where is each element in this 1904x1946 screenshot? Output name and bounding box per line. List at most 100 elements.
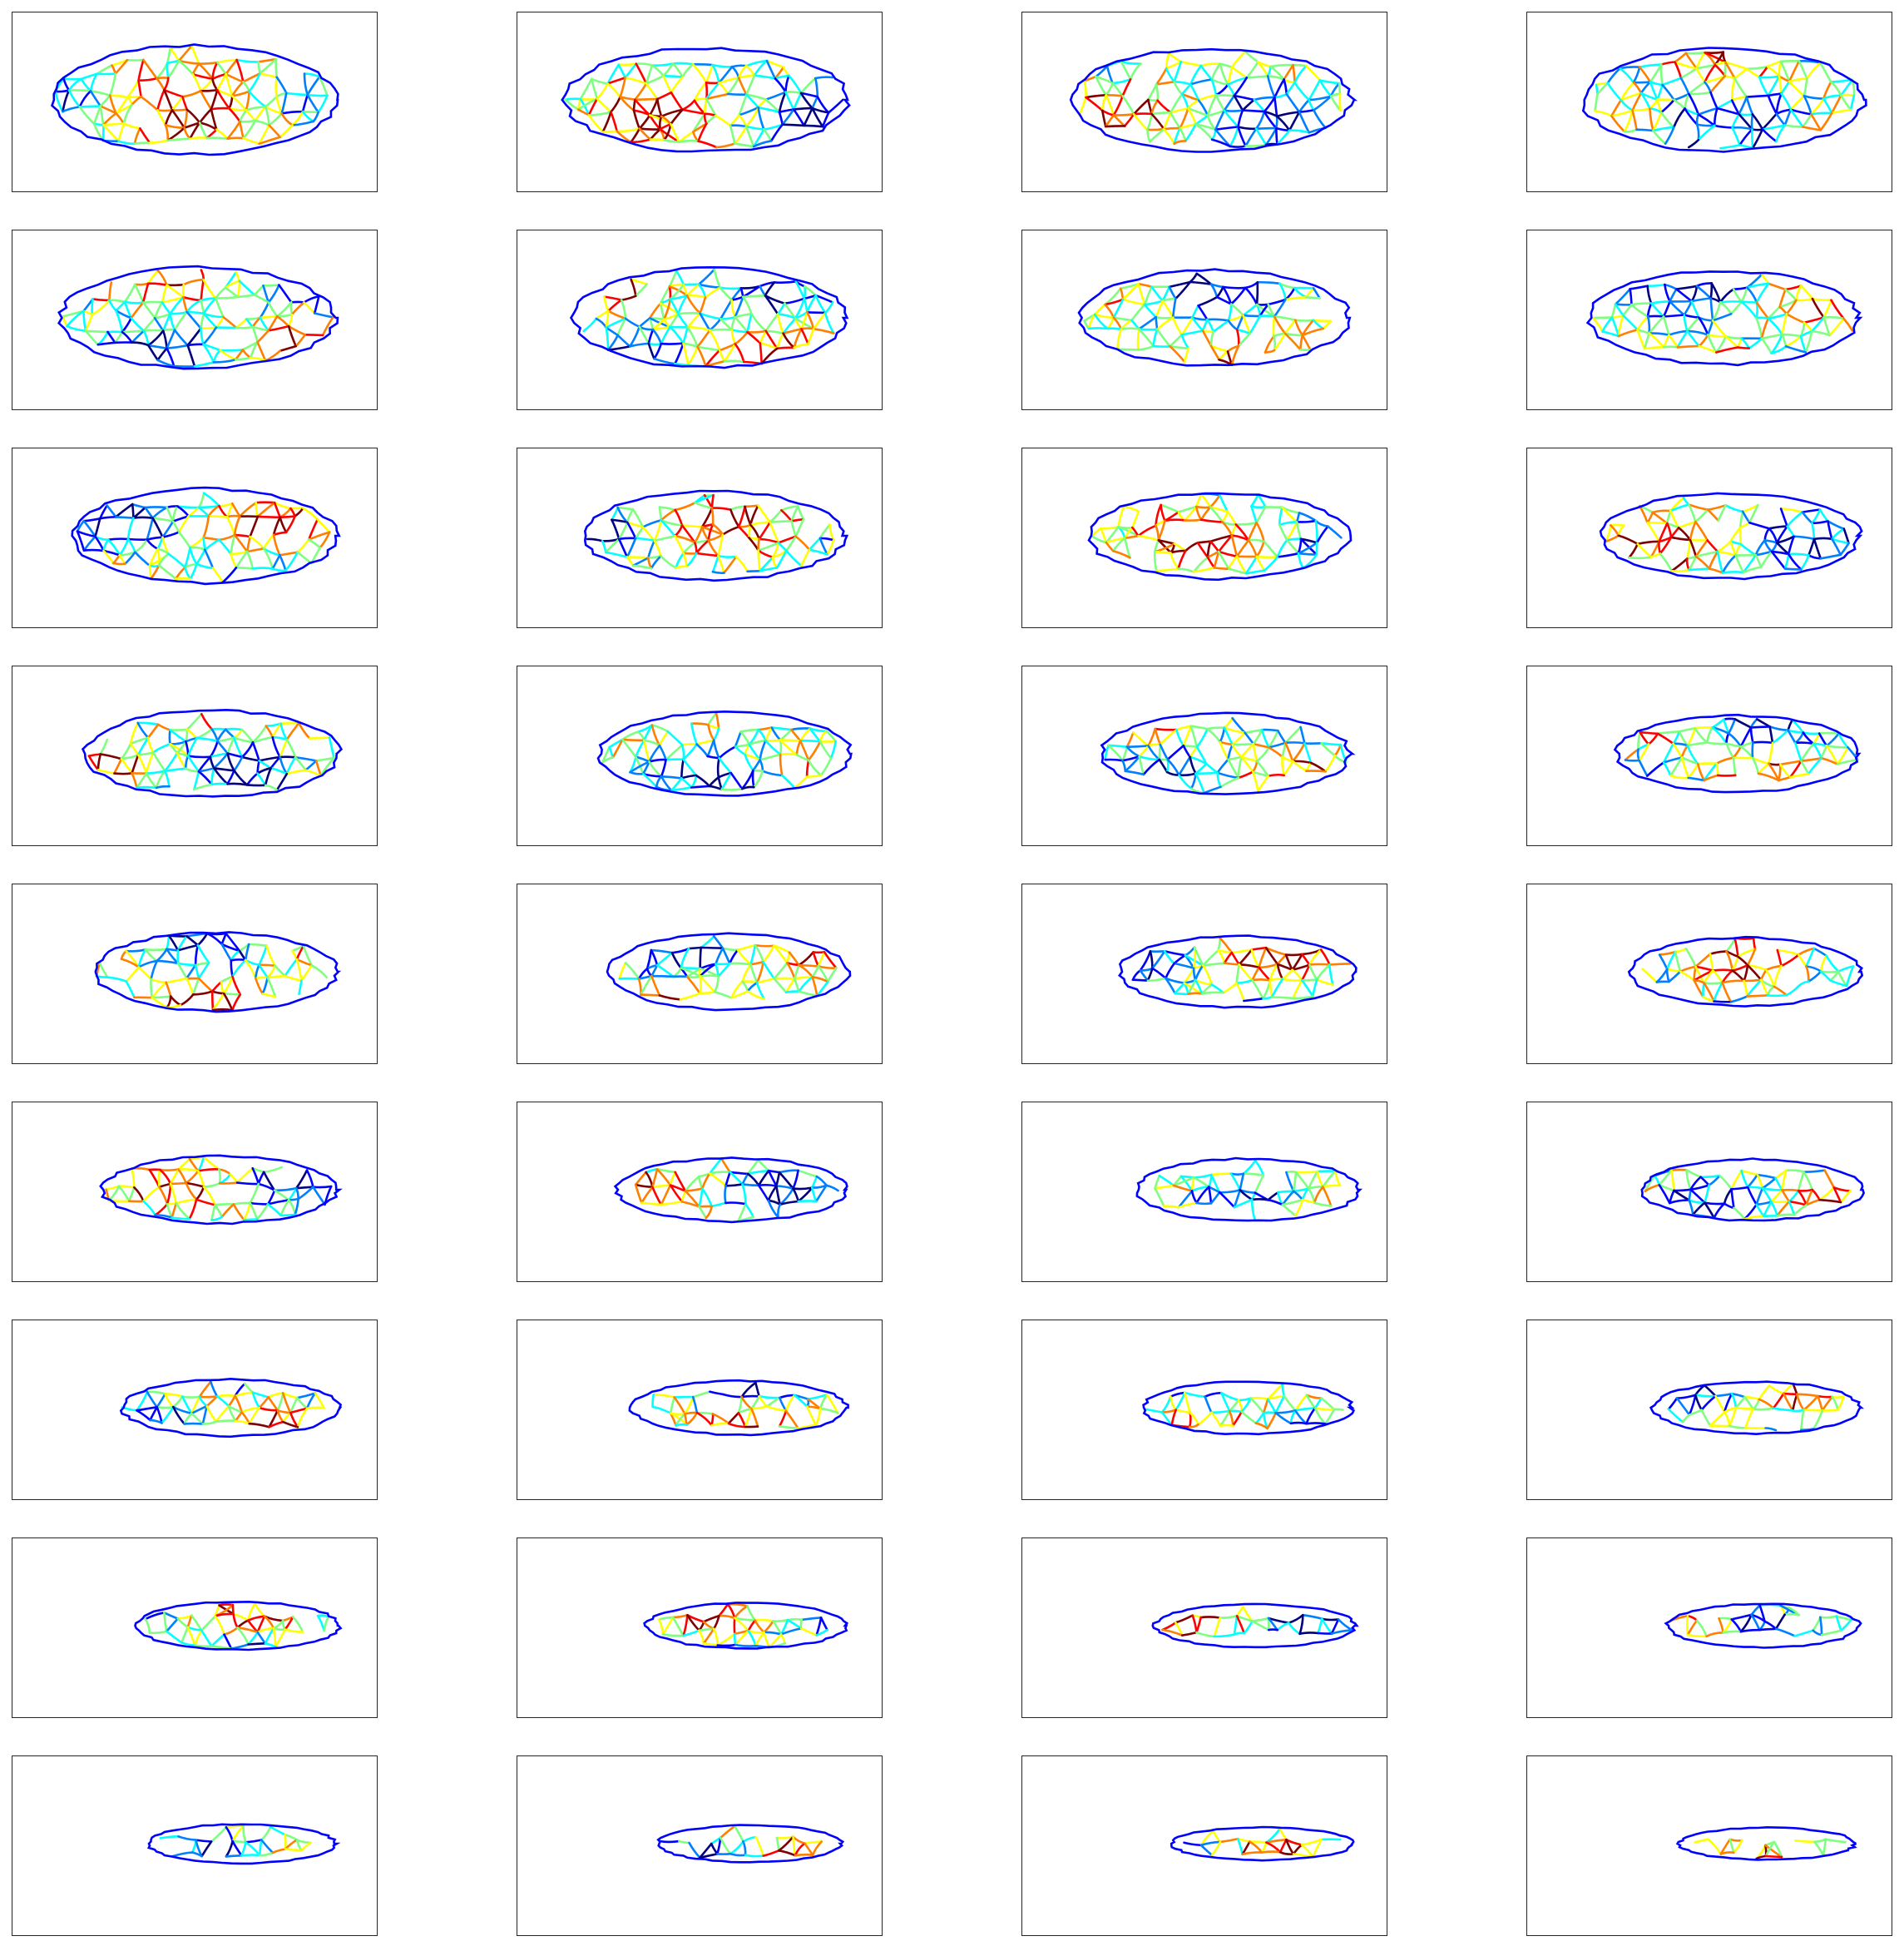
cell-edge — [806, 311, 815, 330]
cell-edge — [757, 1184, 770, 1202]
cell-edge — [113, 757, 123, 775]
cell-edge — [1669, 1199, 1690, 1205]
cell-edge — [1789, 95, 1806, 111]
cell-edge — [595, 317, 608, 329]
cell-edge — [1638, 743, 1650, 762]
cell-edge — [792, 1187, 799, 1203]
cell-edge — [1746, 963, 1763, 981]
cell-edge — [737, 77, 748, 96]
cell-edge — [1831, 537, 1842, 557]
cell-edge — [670, 76, 684, 94]
cell-edge — [752, 769, 764, 772]
cell-edge — [1087, 313, 1096, 330]
cell-edge — [1617, 314, 1625, 338]
cell-edge — [177, 1167, 200, 1172]
cell-edge — [120, 757, 133, 775]
cell-edge — [1078, 96, 1087, 117]
cell-edge — [1160, 503, 1180, 513]
cell-edge — [214, 1612, 235, 1617]
cell-edge — [280, 110, 304, 115]
cell-edge — [1227, 567, 1248, 575]
cell-edge — [114, 58, 129, 75]
cell-edge — [742, 295, 753, 315]
cell-edge — [191, 990, 214, 996]
cell-edge — [1160, 1411, 1174, 1427]
cell-edge — [1721, 981, 1733, 1003]
cell-edges — [1641, 937, 1855, 1003]
cell-edge — [1695, 123, 1700, 141]
cell-edge — [225, 728, 235, 739]
cell-edge — [812, 951, 819, 968]
cell-edge — [703, 112, 717, 117]
cell-edge — [133, 127, 141, 146]
cell-edge — [1231, 1410, 1243, 1427]
cell-edge — [740, 785, 755, 790]
cell-edge — [175, 566, 186, 580]
cell-edge — [284, 515, 296, 534]
cell-edge — [1751, 128, 1764, 131]
cell-edge — [247, 1615, 266, 1622]
cell-edge — [758, 1395, 781, 1399]
cell-edge — [779, 728, 793, 741]
cell-edge — [1830, 94, 1842, 115]
cell-edge — [121, 329, 146, 334]
cell-edge — [94, 517, 101, 538]
cell-edge — [1278, 523, 1288, 542]
cell-edge — [1797, 953, 1808, 968]
cell-edge — [1259, 303, 1269, 318]
cell-edge — [161, 301, 171, 315]
cell-edge — [156, 1405, 175, 1409]
cell-edge — [1591, 316, 1614, 319]
cell-edge — [1217, 937, 1222, 952]
cell-edge — [690, 785, 711, 789]
cell-edge — [163, 88, 174, 111]
cell-edge — [1219, 1837, 1239, 1844]
cell-edge — [699, 974, 720, 978]
cell-edge — [161, 1405, 175, 1424]
cell-edge — [1222, 285, 1233, 305]
cell-edge — [643, 739, 650, 763]
cell-edge — [123, 283, 136, 304]
cell-edge — [611, 518, 621, 541]
cell-edge — [1779, 760, 1803, 766]
cell-edge — [202, 492, 220, 508]
cell-edge — [1770, 345, 1788, 354]
cell-edge — [727, 92, 748, 97]
cell-edge — [136, 1390, 149, 1412]
cell-edges — [1694, 1838, 1847, 1860]
cell-edge — [1218, 1191, 1236, 1209]
cell-edge — [1767, 317, 1783, 336]
cell-edge — [702, 1627, 715, 1645]
cell-edge — [1278, 1827, 1288, 1841]
cell-edge — [1254, 1159, 1265, 1176]
cell-edge — [651, 1405, 672, 1414]
cell-network-panel — [517, 12, 883, 192]
cell-edge — [1754, 539, 1766, 557]
cell-edge — [1273, 315, 1287, 335]
cell-edge — [1717, 504, 1727, 522]
cell-edge — [669, 1184, 684, 1203]
cell-edge — [744, 504, 759, 508]
cell-network-plot — [1142, 1380, 1356, 1436]
cell-edge — [249, 356, 267, 362]
cell-edge — [1751, 128, 1754, 150]
cell-edge — [1233, 1615, 1239, 1636]
cell-edge — [146, 723, 160, 740]
cell-edge — [605, 309, 610, 329]
cell-edge — [1652, 126, 1675, 132]
cell-edge — [215, 1395, 230, 1408]
cell-edge — [1764, 1427, 1778, 1432]
cell-edge — [247, 1631, 259, 1646]
cell-edge — [823, 311, 835, 334]
cell-edge — [1150, 111, 1172, 116]
cell-edge — [1813, 1409, 1824, 1430]
cell-network-panel — [1526, 884, 1892, 1064]
cell-edge — [122, 122, 141, 130]
cell-edge — [1131, 978, 1150, 982]
cell-edge — [764, 281, 776, 297]
cell-edge — [564, 97, 582, 102]
cell-edge — [296, 1407, 309, 1429]
cell-edge — [146, 1390, 166, 1395]
cell-edge — [291, 120, 315, 126]
cell-edge — [1294, 1171, 1310, 1190]
